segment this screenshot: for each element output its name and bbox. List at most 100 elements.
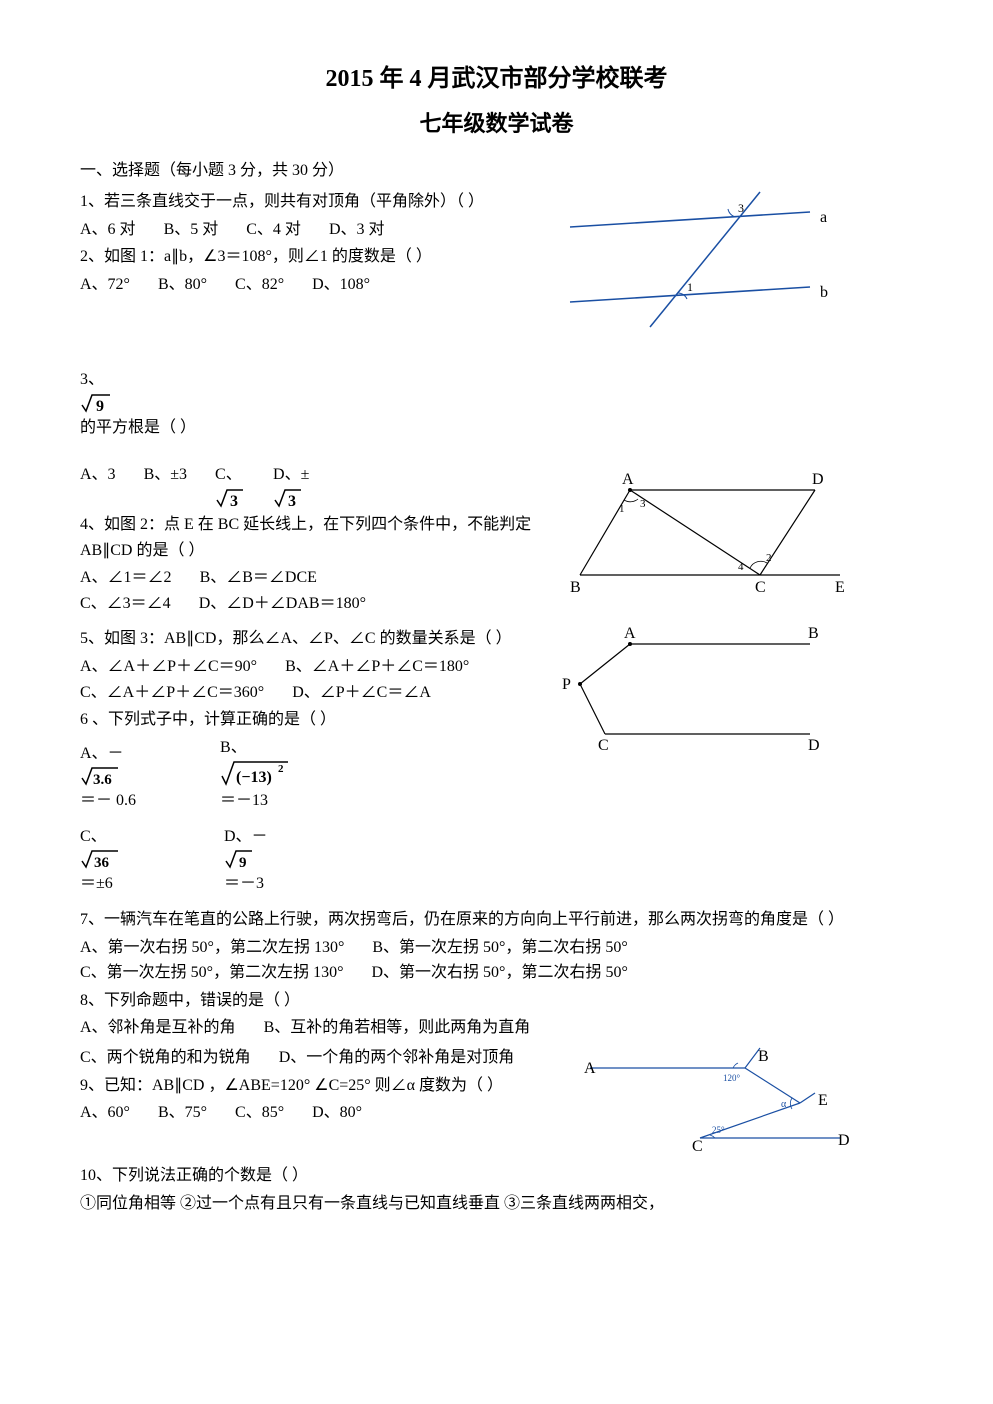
q3-text: 3、 9 的平方根是（ ） [80,367,913,440]
q3-opt-c: C、 3 [215,462,245,510]
q5-opt-b: B、∠A＋∠P＋∠C＝180° [285,654,469,680]
q4-opt-c: C、∠3＝∠4 [80,591,171,617]
figure-3: A B P C D [560,624,840,754]
q3-post: 的平方根是（ ） [80,419,196,436]
svg-text:C: C [692,1138,703,1153]
q7-opt-a: A、第一次右拐 50°，第二次左拐 130° [80,935,344,961]
fig1-label-b: b [820,284,828,301]
figure-2: A D B C E 1 3 4 2 [560,470,860,600]
q9-options: A、60° B、75° C、85° D、80° [80,1100,540,1126]
svg-text:B: B [758,1048,769,1065]
svg-text:3: 3 [230,493,238,510]
q3-options: A、3 B、±3 C、 3 D、± 3 [80,462,540,510]
svg-text:25°: 25° [712,1125,725,1135]
q10-text: 10、下列说法正确的个数是（ ） [80,1163,913,1189]
q2-opt-d: D、108° [312,272,370,298]
q7-opt-b: B、第一次左拐 50°，第二次右拐 50° [372,935,627,961]
q6-text: 6 、下列式子中，计算正确的是（ ） [80,707,540,733]
svg-text:B: B [808,625,819,642]
q6-opt-a: A、－ 3.6 ＝－ 0.6 [80,741,136,814]
q8-opt-d: D、一个角的两个邻补角是对顶角 [279,1045,515,1071]
q8-text: 8、下列命题中，错误的是（ ） [80,988,913,1014]
svg-text:B: B [570,579,581,596]
q4-text: 4、如图 2：点 E 在 BC 延长线上，在下列四个条件中，不能判定 AB∥CD… [80,512,540,563]
q8-options-2: C、两个锐角的和为锐角 D、一个角的两个邻补角是对顶角 [80,1045,540,1071]
q7-opt-c: C、第一次左拐 50°，第二次左拐 130° [80,960,343,986]
q9-text: 9、已知：AB∥CD ，∠ABE=120° ∠C=25° 则∠α 度数为（ ） [80,1073,540,1099]
q4-opt-b: B、∠B＝∠DCE [200,565,317,591]
q1-opt-c: C、4 对 [246,217,301,243]
q4-options: A、∠1＝∠2 B、∠B＝∠DCE C、∠3＝∠4 D、∠D＋∠DAB＝180° [80,565,540,616]
svg-text:3: 3 [640,498,646,510]
svg-text:A: A [622,471,634,488]
q3-opt-d: D、± 3 [273,462,309,510]
q2-opt-b: B、80° [158,272,207,298]
section-1-header: 一、选择题（每小题 3 分，共 30 分） [80,158,913,184]
svg-text:2: 2 [278,763,284,775]
q6-options: A、－ 3.6 ＝－ 0.6 B、 (−13) 2 ＝－13 C、 [80,735,540,897]
q7-opt-d: D、第一次右拐 50°，第二次右拐 50° [371,960,627,986]
q2-options: A、72° B、80° C、82° D、108° [80,272,540,298]
q8-options: A、邻补角是互补的角 B、互补的角若相等，则此两角为直角 [80,1015,913,1041]
svg-text:120°: 120° [723,1073,741,1083]
q4-opt-d: D、∠D＋∠DAB＝180° [199,591,366,617]
q3-opt-a: A、3 [80,462,116,488]
q1-options: A、6 对 B、5 对 C、4 对 D、3 对 [80,217,540,243]
svg-text:D: D [808,737,820,754]
q5-opt-c: C、∠A＋∠P＋∠C＝360° [80,680,264,706]
q2-text: 2、如图 1：a∥b，∠3＝108°，则∠1 的度数是（ ） [80,244,540,270]
q6-opt-d: D、－ 9 ＝－3 [224,824,268,897]
svg-text:C: C [755,579,766,596]
svg-text:A: A [624,625,636,642]
exam-title-1: 2015 年 4 月武汉市部分学校联考 [80,60,913,98]
q6-opt-b: B、 (−13) 2 ＝－13 [220,735,290,814]
q9-opt-b: B、75° [158,1100,207,1126]
fig1-label-a: a [820,209,827,226]
q4-opt-a: A、∠1＝∠2 [80,565,172,591]
q1-text: 1、若三条直线交于一点，则共有对顶角（平角除外）（ ） [80,189,540,215]
svg-text:(−13): (−13) [236,769,272,786]
q6-opt-c: C、 36 ＝±6 [80,824,120,897]
exam-title-2: 七年级数学试卷 [80,106,913,141]
svg-text:E: E [835,579,845,596]
q5-text: 5、如图 3：AB∥CD，那么∠A、∠P、∠C 的数量关系是（ ） [80,626,540,652]
svg-text:A: A [584,1060,596,1077]
svg-text:D: D [812,471,824,488]
q9-opt-c: C、85° [235,1100,284,1126]
q7-options: A、第一次右拐 50°，第二次左拐 130° B、第一次左拐 50°，第二次右拐… [80,935,913,986]
svg-text:9: 9 [239,855,247,871]
q5-opt-d: D、∠P＋∠C＝∠A [292,680,431,706]
q1-opt-a: A、6 对 [80,217,136,243]
svg-text:4: 4 [738,561,744,573]
q7-text: 7、一辆汽车在笔直的公路上行驶，两次拐弯后，仍在原来的方向向上平行前进，那么两次… [80,907,913,933]
q1-opt-b: B、5 对 [164,217,219,243]
svg-text:1: 1 [619,503,625,515]
q3-sqrt: 9 [80,393,913,415]
q5-options: A、∠A＋∠P＋∠C＝90° B、∠A＋∠P＋∠C＝180° C、∠A＋∠P＋∠… [80,654,540,705]
svg-text:P: P [562,676,571,693]
figure-4: A B E C D 120° α 25° [560,1043,860,1153]
q3-opt-b: B、±3 [144,462,187,488]
svg-text:C: C [598,737,609,754]
svg-text:3.6: 3.6 [93,772,112,788]
q8-opt-a: A、邻补角是互补的角 [80,1015,236,1041]
svg-text:36: 36 [94,855,110,871]
q3-pre: 3、 [80,371,104,388]
svg-text:2: 2 [766,552,772,564]
q8-opt-c: C、两个锐角的和为锐角 [80,1045,251,1071]
q1-opt-d: D、3 对 [329,217,385,243]
figure-1: a b 3 1 [560,187,840,337]
q5-opt-a: A、∠A＋∠P＋∠C＝90° [80,654,257,680]
svg-text:α: α [781,1099,787,1110]
svg-text:9: 9 [96,398,104,415]
svg-text:D: D [838,1132,850,1149]
svg-text:E: E [818,1092,828,1109]
fig1-label-3: 3 [738,201,744,215]
q2-opt-c: C、82° [235,272,284,298]
q9-opt-d: D、80° [312,1100,362,1126]
q10-line: ①同位角相等 ②过一个点有且只有一条直线与已知直线垂直 ③三条直线两两相交， [80,1191,913,1217]
q2-opt-a: A、72° [80,272,130,298]
svg-text:3: 3 [288,493,296,510]
fig1-label-1: 1 [687,280,693,294]
q9-opt-a: A、60° [80,1100,130,1126]
